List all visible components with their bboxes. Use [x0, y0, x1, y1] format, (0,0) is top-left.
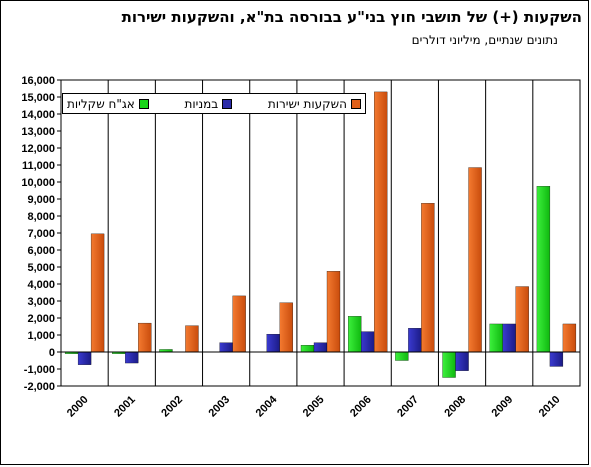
legend-label-bonds: אג"ח שקליות: [67, 96, 135, 111]
bar-direct-2009: [515, 286, 529, 353]
y-tick-label: 13,000: [21, 126, 55, 138]
bar-bonds-2009: [489, 323, 503, 353]
x-tick-label: 2003: [206, 394, 232, 420]
bar-direct-2008: [468, 167, 482, 353]
y-tick-label: 0: [49, 347, 55, 359]
bar-direct-2002: [185, 325, 199, 353]
x-axis: 2000 2001 2002 2003 2004 2005 2006 2007 2008 2009…: [65, 393, 563, 419]
bars-group: [61, 91, 580, 378]
y-tick-label: 9,000: [27, 194, 55, 206]
y-tick-label: 12,000: [21, 143, 55, 155]
y-tick-label: 4,000: [27, 279, 55, 291]
chart-title: השקעות (+) של תושבי חוץ בני"ע בבורסה בת"…: [121, 8, 582, 26]
legend-swatch-stocks: [222, 98, 233, 109]
legend-swatch-bonds: [138, 98, 149, 109]
legend-label-direct: השקעות ישירות: [267, 96, 347, 111]
legend-item-stocks: במניות: [184, 96, 233, 111]
bar-stocks-2007: [408, 328, 422, 353]
bar-stocks-2003: [219, 342, 233, 353]
bar-direct-2007: [421, 203, 435, 353]
bar-bonds-2008: [442, 351, 456, 378]
bar-direct-2006: [374, 91, 388, 353]
legend-item-bonds: אג"ח שקליות: [67, 97, 149, 111]
y-tick-label: 2,000: [27, 313, 55, 325]
x-tick-label: 2008: [442, 394, 468, 420]
bar-bonds-2005: [300, 345, 315, 353]
legend-swatch-direct: [351, 98, 361, 109]
y-tick-label: 10,000: [21, 177, 55, 189]
y-tick-label: 16,000: [21, 75, 55, 87]
bar-stocks-2008: [455, 351, 469, 371]
bar-direct-2001: [138, 322, 152, 353]
y-tick-label: 1,000: [27, 330, 55, 342]
bar-direct-2005: [326, 271, 341, 353]
y-tick-label: -2,000: [24, 381, 55, 393]
y-tick-label: -1,000: [24, 364, 55, 376]
bar-direct-2004: [279, 302, 293, 353]
y-tick-label: 7,000: [27, 228, 55, 240]
y-tick-label: 11,000: [22, 160, 55, 172]
chart-legend: אג"ח שקליות במניות השקעות ישירות: [62, 93, 366, 114]
category-dividers: [107, 80, 534, 386]
bar-stocks-2010: [549, 351, 564, 367]
legend-label-stocks: במניות: [184, 96, 219, 111]
bar-stocks-2001: [125, 351, 139, 364]
bar-bonds-2007: [395, 351, 409, 361]
y-tick-label: 3,000: [27, 296, 55, 308]
y-tick-label: 5,000: [27, 262, 55, 274]
bar-stocks-2005: [313, 342, 328, 353]
bar-stocks-2009: [502, 323, 516, 353]
bar-direct-2003: [232, 295, 246, 353]
bar-stocks-2004: [266, 333, 280, 353]
bar-direct-2000: [90, 233, 105, 353]
x-tick-label: 2006: [348, 394, 374, 420]
bar-stocks-2000: [77, 351, 92, 365]
y-tick-label: 8,000: [27, 211, 55, 223]
bar-bonds-2010: [536, 186, 551, 353]
x-tick-label: 2001: [112, 394, 138, 420]
x-tick-label: 2000: [65, 394, 91, 420]
legend-item-direct: השקעות ישירות: [268, 97, 361, 111]
bar-direct-2010: [562, 323, 577, 353]
x-tick-label: 2009: [490, 394, 516, 420]
chart-subtitle: נתונים שנתיים, מיליוני דולרים: [411, 33, 558, 47]
bar-stocks-2006: [361, 331, 375, 353]
y-tick-label: 6,000: [27, 245, 55, 257]
x-tick-label: 2002: [159, 394, 185, 420]
x-tick-label: 2004: [254, 393, 280, 419]
y-tick-label: 14,000: [21, 109, 55, 121]
x-tick-label: 2010: [537, 394, 563, 420]
y-axis: -2,000 -1,000 0 1,000 2,000 3,000 4,000 5,000 6,…: [21, 75, 61, 393]
x-tick-label: 2005: [301, 394, 327, 420]
bar-bonds-2006: [348, 316, 362, 353]
y-tick-label: 15,000: [21, 92, 55, 104]
x-tick-label: 2007: [395, 394, 421, 420]
